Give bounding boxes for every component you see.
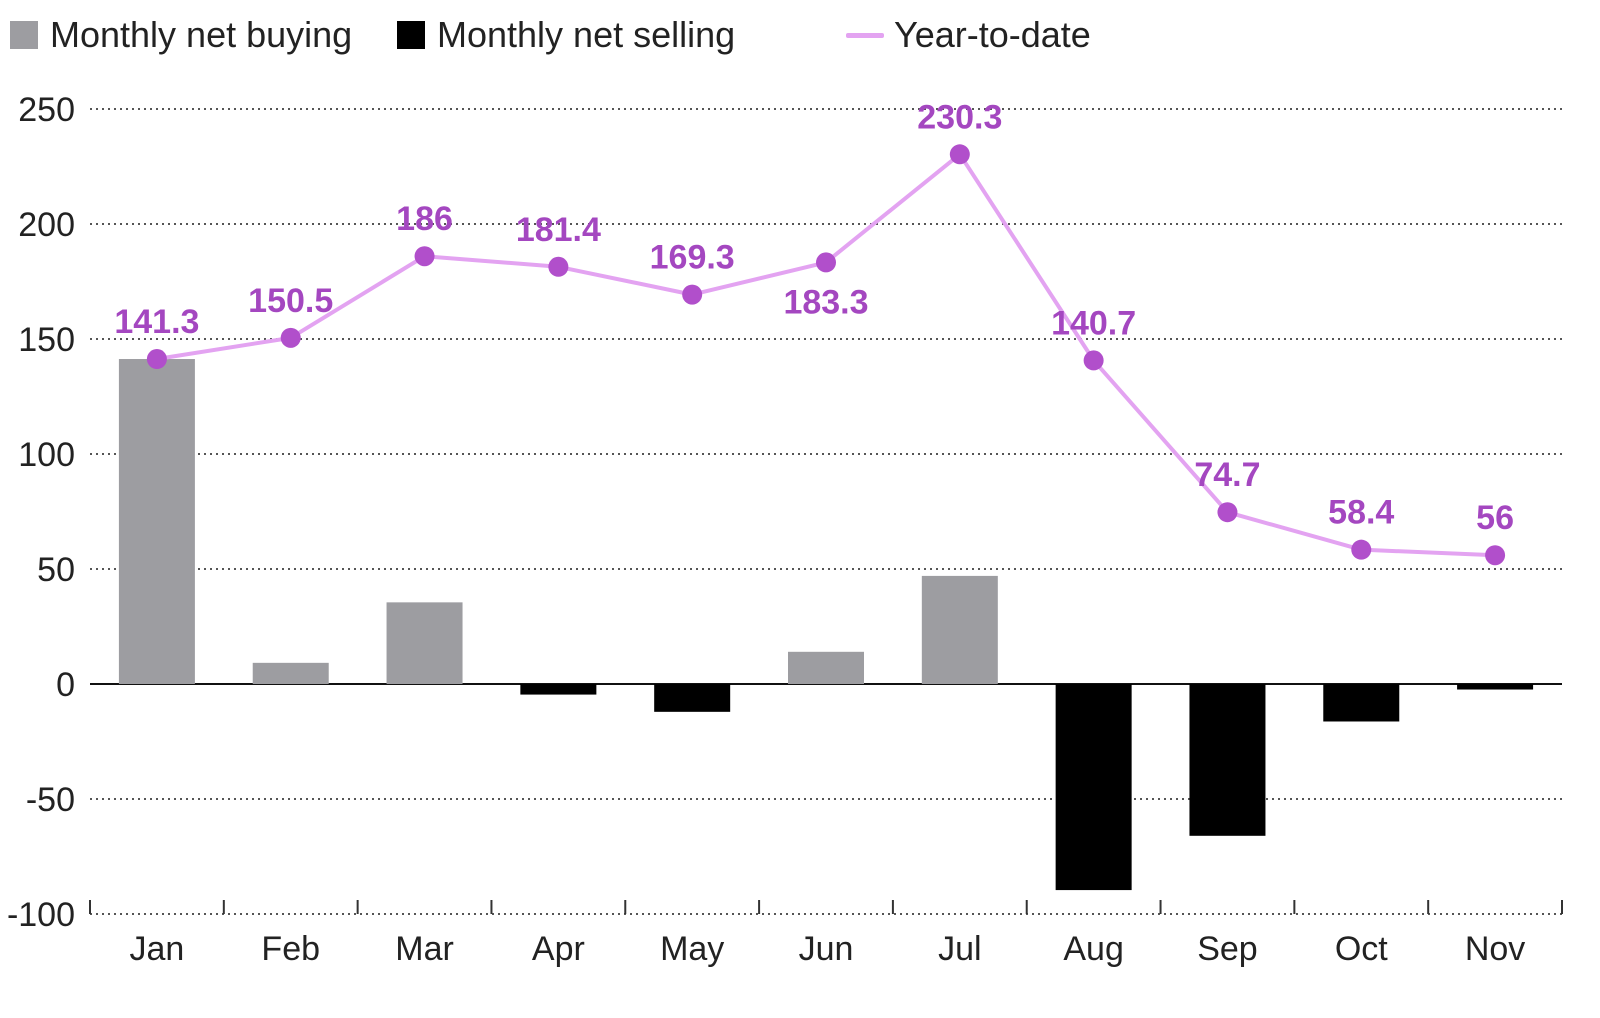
x-tick-label: Feb (261, 930, 320, 968)
ytd-point (816, 252, 836, 273)
bar-net-selling (1323, 684, 1400, 722)
legend-item-buying: Monthly net buying (10, 10, 352, 60)
ytd-point (280, 327, 301, 348)
x-tick-label: May (660, 930, 724, 968)
x-tick-label: Jan (129, 930, 184, 968)
ytd-point (1485, 545, 1506, 566)
bar-net-buying (118, 359, 195, 684)
ytd-point (1217, 502, 1238, 523)
ytd-data-label: 56 (1476, 499, 1514, 537)
bar-net-selling (1457, 684, 1534, 690)
ytd-data-label: 169.3 (650, 239, 735, 277)
y-tick-label: 0 (56, 666, 75, 704)
bar-net-selling (654, 684, 731, 712)
bar-net-selling (520, 684, 597, 695)
ytd-point (146, 349, 167, 370)
ytd-point (1351, 539, 1372, 560)
bar-net-buying (386, 602, 463, 684)
x-tick-label: Nov (1465, 930, 1525, 968)
ytd-point (414, 246, 435, 267)
y-tick-label: -50 (26, 781, 75, 819)
bar-net-buying (921, 575, 998, 684)
ytd-point (949, 144, 970, 165)
ytd-data-label: 181.4 (516, 211, 601, 249)
ytd-data-label: 74.7 (1194, 456, 1260, 494)
y-tick-label: 150 (18, 321, 75, 359)
y-tick-label: 100 (18, 436, 75, 474)
legend-item-selling: Monthly net selling (397, 10, 735, 60)
bar-net-selling (1055, 684, 1132, 891)
y-tick-label: 200 (18, 206, 75, 244)
x-tick-label: Apr (532, 930, 585, 968)
y-tick-label: -100 (7, 896, 75, 934)
x-tick-label: Sep (1197, 930, 1258, 968)
bar-net-buying (788, 651, 864, 684)
ytd-data-label: 186 (396, 200, 453, 238)
x-tick-label: Oct (1335, 930, 1388, 968)
ytd-data-label: 150.5 (248, 282, 333, 320)
legend-line-ytd (846, 32, 884, 38)
x-tick-label: Jun (799, 930, 854, 968)
ytd-point (1083, 350, 1104, 371)
bar-net-buying (252, 662, 329, 684)
ytd-data-label: 230.3 (917, 98, 1002, 136)
bar-net-selling (1189, 684, 1266, 836)
y-tick-label: 250 (18, 91, 75, 129)
legend-label-selling: Monthly net selling (437, 14, 736, 55)
ytd-data-label: 140.7 (1051, 304, 1136, 342)
ytd-data-label: 183.3 (783, 283, 868, 321)
ytd-point (548, 256, 569, 277)
ytd-data-label: 58.4 (1328, 494, 1394, 532)
x-tick-label: Jul (938, 930, 981, 968)
y-tick-label: 50 (37, 551, 75, 589)
ytd-point (682, 284, 703, 305)
legend-item-ytd: Year-to-date (846, 10, 1091, 60)
ytd-line (156, 152, 1496, 558)
x-tick-label: Mar (395, 930, 454, 968)
legend-label-ytd: Year-to-date (894, 14, 1091, 55)
x-tick-label: Aug (1063, 930, 1124, 968)
ytd-data-label: 141.3 (114, 303, 199, 341)
legend-swatch-buying (10, 21, 38, 49)
legend-swatch-selling (397, 21, 425, 49)
legend-label-buying: Monthly net buying (50, 14, 353, 55)
